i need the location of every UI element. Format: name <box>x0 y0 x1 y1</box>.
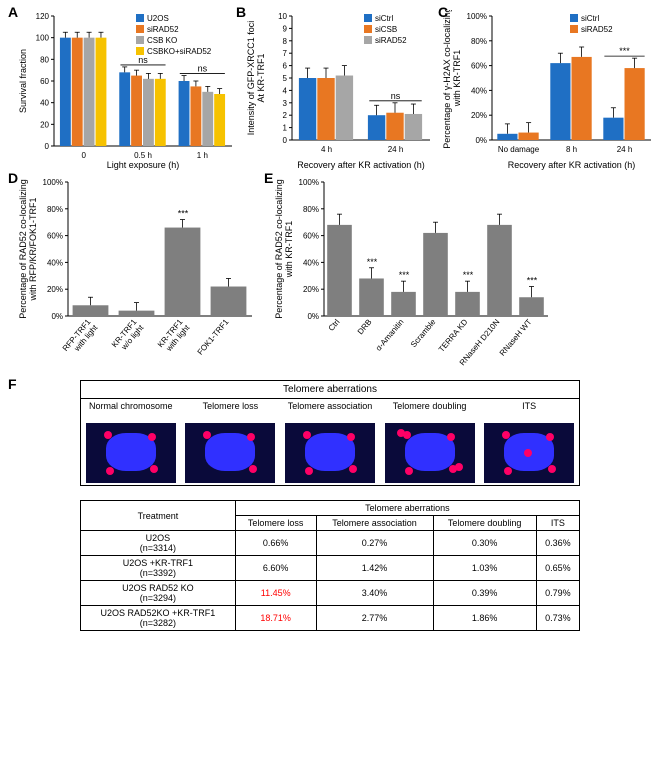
svg-text:***: *** <box>399 270 410 280</box>
svg-text:TERRA KD: TERRA KD <box>437 317 470 354</box>
svg-text:6: 6 <box>283 62 288 71</box>
svg-text:0: 0 <box>81 151 86 160</box>
svg-text:***: *** <box>463 270 474 280</box>
svg-text:2: 2 <box>283 111 288 120</box>
svg-text:0%: 0% <box>51 312 63 321</box>
svg-text:60%: 60% <box>47 232 63 241</box>
svg-text:KR-TRF1with light: KR-TRF1with light <box>156 317 192 355</box>
svg-text:100: 100 <box>36 34 50 43</box>
svg-text:α-Amanitin: α-Amanitin <box>374 318 406 353</box>
svg-text:10: 10 <box>278 12 287 21</box>
svg-text:20%: 20% <box>471 111 487 120</box>
svg-text:0: 0 <box>283 136 288 145</box>
svg-text:60%: 60% <box>303 232 319 241</box>
svg-text:***: *** <box>527 276 538 286</box>
f-image-strip: Normal chromosomeTelomere lossTelomere a… <box>81 399 579 485</box>
svg-text:KR-TRF1w/o light: KR-TRF1w/o light <box>110 317 146 355</box>
svg-text:8 h: 8 h <box>566 145 577 154</box>
f-strip-cell: Telomere loss <box>181 399 281 485</box>
svg-text:24 h: 24 h <box>617 145 633 154</box>
f-strip-cell: Telomere association <box>280 399 380 485</box>
svg-text:with KR-TRF1: with KR-TRF1 <box>452 50 462 108</box>
svg-text:U2OS: U2OS <box>147 14 169 23</box>
svg-text:0%: 0% <box>475 136 487 145</box>
svg-text:Intensity of GFP-XRCC1 foci: Intensity of GFP-XRCC1 foci <box>246 21 256 136</box>
svg-text:Percentage of γ-H2AX co-locali: Percentage of γ-H2AX co-localizing <box>442 10 452 149</box>
svg-text:ns: ns <box>198 64 208 74</box>
svg-text:***: *** <box>619 46 630 56</box>
svg-text:0.5 h: 0.5 h <box>134 151 152 160</box>
svg-text:siCSB: siCSB <box>375 25 397 34</box>
svg-text:with KR-TRF1: with KR-TRF1 <box>284 221 294 279</box>
svg-text:4: 4 <box>283 86 288 95</box>
svg-text:Percentage of RAD52 co-localiz: Percentage of RAD52 co-localizing <box>274 179 284 319</box>
svg-text:Ctrl: Ctrl <box>327 317 342 332</box>
svg-text:Light exposure (h): Light exposure (h) <box>107 160 180 170</box>
chart-a: 0 20 40 60 80 100 120 Survival fraction 0 0.5 h 1 … <box>16 10 236 170</box>
svg-text:RFP-TRF1with light: RFP-TRF1with light <box>61 317 100 359</box>
svg-text:ns: ns <box>391 91 401 101</box>
svg-text:5: 5 <box>283 74 288 83</box>
svg-text:DRB: DRB <box>356 318 374 337</box>
svg-text:CSBKO+siRAD52: CSBKO+siRAD52 <box>147 47 212 56</box>
svg-text:At KR-TRF1: At KR-TRF1 <box>256 53 266 102</box>
svg-text:***: *** <box>367 257 378 267</box>
svg-text:8: 8 <box>283 37 288 46</box>
panel-f-container: Telomere aberrations Normal chromosomeTe… <box>80 380 580 631</box>
svg-text:***: *** <box>178 209 189 219</box>
svg-text:7: 7 <box>283 49 288 58</box>
svg-text:20%: 20% <box>303 285 319 294</box>
svg-text:80%: 80% <box>303 205 319 214</box>
svg-text:Recovery after KR activation (: Recovery after KR activation (h) <box>297 160 425 170</box>
svg-text:Survival fraction: Survival fraction <box>18 49 28 113</box>
svg-text:60: 60 <box>40 77 49 86</box>
svg-text:CSB KO: CSB KO <box>147 36 177 45</box>
svg-text:40%: 40% <box>47 258 63 267</box>
svg-text:FOK1-TRF1: FOK1-TRF1 <box>196 317 231 357</box>
svg-text:Percentage of RAD52 co-localiz: Percentage of RAD52 co-localizing <box>18 179 28 319</box>
svg-text:3: 3 <box>283 99 288 108</box>
f-table: TreatmentTelomere aberrationsTelomere lo… <box>80 500 580 631</box>
f-strip-cell: Normal chromosome <box>81 399 181 485</box>
svg-text:siRAD52: siRAD52 <box>581 25 613 34</box>
svg-text:0%: 0% <box>307 312 319 321</box>
svg-text:80%: 80% <box>47 205 63 214</box>
svg-text:20: 20 <box>40 120 49 129</box>
panel-label-f: F <box>8 376 17 392</box>
chart-b: 0 1 2 3 4 5 6 7 8 9 10 Intensity of GFP-XRCC1 fociA… <box>244 10 434 170</box>
svg-text:40%: 40% <box>303 258 319 267</box>
svg-text:siRAD52: siRAD52 <box>147 25 179 34</box>
f-strip-cell: ITS <box>479 399 579 485</box>
svg-text:100%: 100% <box>467 12 487 21</box>
svg-text:24 h: 24 h <box>388 145 404 154</box>
svg-text:Recovery after KR activation (: Recovery after KR activation (h) <box>508 160 636 170</box>
svg-text:siCtrl: siCtrl <box>581 14 599 23</box>
svg-text:40: 40 <box>40 99 49 108</box>
chart-c: 0% 20% 40% 60% 80% 100% Percentage of γ-H2AX c… <box>440 10 655 170</box>
svg-text:120: 120 <box>36 12 50 21</box>
svg-text:100%: 100% <box>43 178 63 187</box>
svg-text:4 h: 4 h <box>321 145 332 154</box>
svg-text:0: 0 <box>45 142 50 151</box>
svg-text:ns: ns <box>138 55 148 65</box>
svg-text:80%: 80% <box>471 37 487 46</box>
f-strip-title: Telomere aberrations <box>81 381 579 399</box>
svg-text:siRAD52: siRAD52 <box>375 36 407 45</box>
svg-text:40%: 40% <box>471 86 487 95</box>
chart-e: 0% 20% 40% 60% 80% 100% Percentage of RAD52 co… <box>272 176 552 376</box>
svg-text:Scramble: Scramble <box>409 317 438 349</box>
svg-text:20%: 20% <box>47 285 63 294</box>
chart-d: 0% 20% 40% 60% 80% 100% Percentage of RAD52 co… <box>16 176 256 376</box>
f-strip-cell: Telomere doubling <box>380 399 480 485</box>
svg-text:100%: 100% <box>299 178 319 187</box>
svg-text:1 h: 1 h <box>197 151 208 160</box>
svg-text:60%: 60% <box>471 62 487 71</box>
svg-text:No damage: No damage <box>498 145 540 154</box>
svg-text:9: 9 <box>283 24 288 33</box>
svg-text:RNaseH WT: RNaseH WT <box>498 317 534 357</box>
svg-text:1: 1 <box>283 124 288 133</box>
svg-text:80: 80 <box>40 55 49 64</box>
svg-text:with RFP/KR/FOK1-TRF1: with RFP/KR/FOK1-TRF1 <box>28 197 38 301</box>
svg-text:siCtrl: siCtrl <box>375 14 393 23</box>
